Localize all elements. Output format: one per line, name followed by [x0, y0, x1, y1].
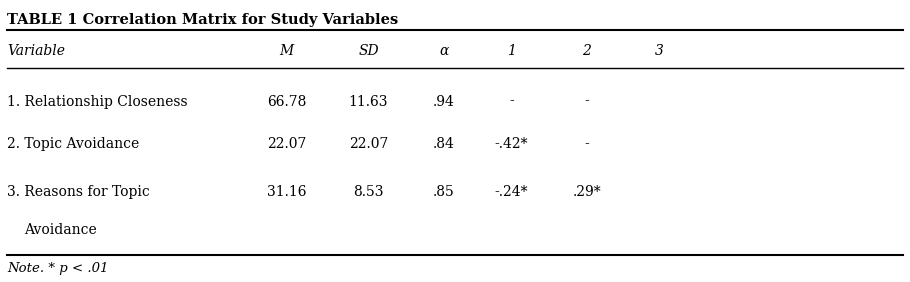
Text: -: -: [509, 94, 514, 109]
Text: .84: .84: [433, 137, 455, 151]
Text: 11.63: 11.63: [349, 94, 389, 109]
Text: TABLE 1 Correlation Matrix for Study Variables: TABLE 1 Correlation Matrix for Study Var…: [7, 13, 399, 27]
Text: Note. * p < .01: Note. * p < .01: [7, 262, 108, 275]
Text: 2. Topic Avoidance: 2. Topic Avoidance: [7, 137, 139, 151]
Text: 3: 3: [655, 44, 664, 58]
Text: 2: 2: [582, 44, 592, 58]
Text: .94: .94: [433, 94, 455, 109]
Text: 1: 1: [507, 44, 516, 58]
Text: 8.53: 8.53: [353, 185, 384, 199]
Text: 31.16: 31.16: [267, 185, 307, 199]
Text: Variable: Variable: [7, 44, 66, 58]
Text: -.24*: -.24*: [495, 185, 528, 199]
Text: .85: .85: [433, 185, 455, 199]
Text: -: -: [584, 94, 590, 109]
Text: .29*: .29*: [572, 185, 602, 199]
Text: 1. Relationship Closeness: 1. Relationship Closeness: [7, 94, 187, 109]
Text: -.42*: -.42*: [495, 137, 528, 151]
Text: 3. Reasons for Topic: 3. Reasons for Topic: [7, 185, 150, 199]
Text: 22.07: 22.07: [267, 137, 307, 151]
Text: M: M: [279, 44, 294, 58]
Text: Avoidance: Avoidance: [24, 223, 96, 237]
Text: SD: SD: [359, 44, 379, 58]
Text: α: α: [440, 44, 449, 58]
Text: -: -: [584, 137, 590, 151]
Text: 22.07: 22.07: [349, 137, 389, 151]
Text: 66.78: 66.78: [267, 94, 307, 109]
